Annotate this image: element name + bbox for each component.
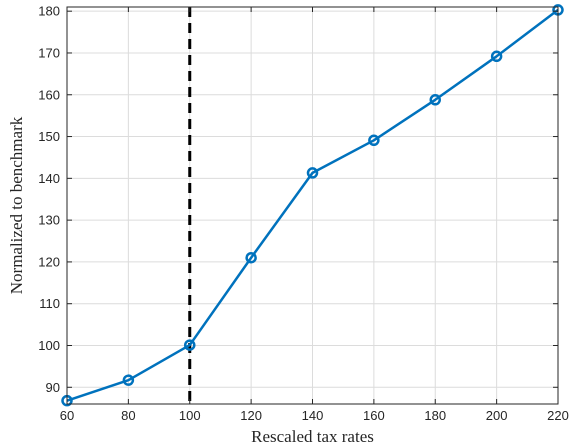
x-tick-labels: 60 80 100 120 140 160 180 200 220: [60, 408, 569, 423]
data-point: [184, 339, 196, 351]
x-axis-label: Rescaled tax rates: [251, 427, 374, 446]
y-tick-label: 100: [38, 338, 60, 353]
x-tick-label: 180: [424, 408, 446, 423]
y-tick-label: 90: [46, 380, 60, 395]
axis-ticks: [66, 7, 559, 404]
y-tick-label: 180: [38, 4, 60, 19]
data-point: [122, 374, 135, 386]
data-point: [368, 134, 380, 147]
data-point: [306, 167, 319, 179]
y-tick-label: 130: [38, 213, 60, 228]
y-tick-label: 140: [38, 171, 60, 186]
y-tick-label: 120: [38, 254, 60, 269]
data-point: [490, 50, 503, 63]
y-tick-labels: 90 100 110 120 130 140 150 160 170 180: [38, 4, 60, 395]
series-line: [66, 8, 559, 402]
x-tick-label: 220: [547, 408, 569, 423]
grid: [66, 7, 559, 404]
data-point: [429, 94, 441, 106]
x-tick-label: 120: [240, 408, 262, 423]
x-tick-label: 140: [302, 408, 324, 423]
y-tick-label: 150: [38, 129, 60, 144]
y-axis-label: Normalized to benchmark: [7, 116, 26, 294]
x-tick-label: 200: [486, 408, 508, 423]
data-point: [245, 251, 257, 264]
x-tick-label: 160: [363, 408, 385, 423]
y-tick-label: 110: [39, 296, 60, 311]
y-tick-label: 170: [38, 45, 60, 60]
x-tick-label: 100: [179, 408, 201, 423]
x-tick-label: 60: [60, 408, 74, 423]
series-group: [61, 4, 564, 407]
y-tick-label: 160: [38, 87, 60, 102]
x-tick-label: 80: [121, 408, 135, 423]
